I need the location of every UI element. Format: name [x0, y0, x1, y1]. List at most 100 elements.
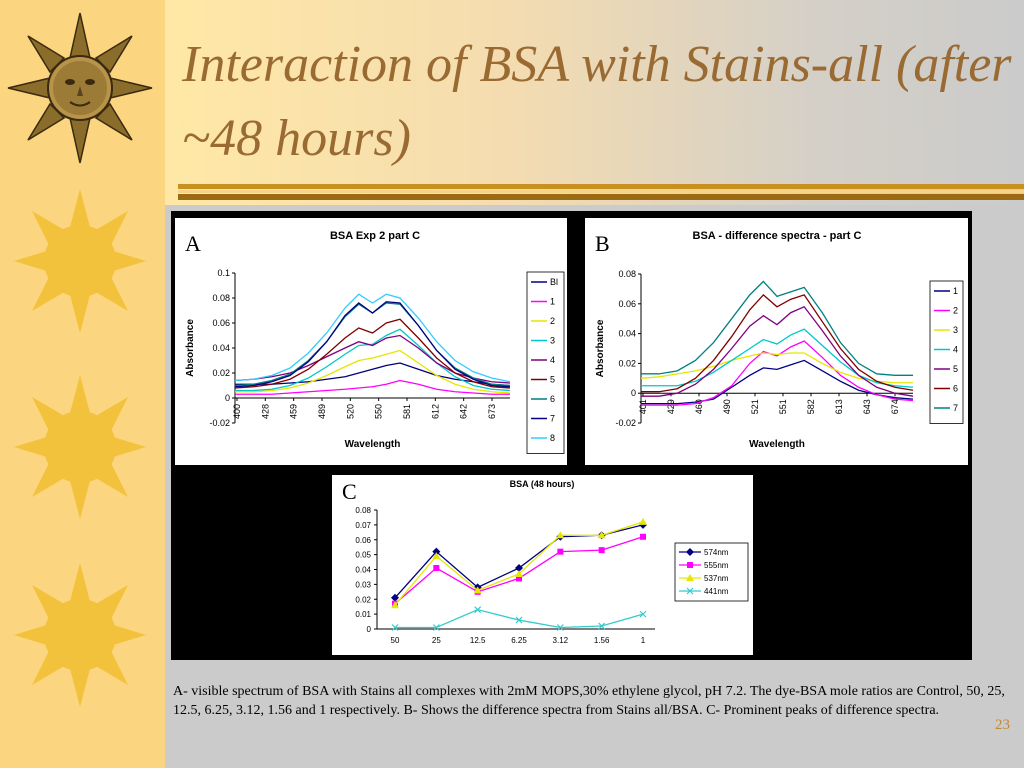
data-point: [598, 622, 606, 630]
y-tick-label: 0.1: [217, 268, 230, 278]
data-point: [597, 531, 606, 539]
y-tick-label: 0: [367, 625, 372, 634]
x-tick-label: 490: [722, 399, 732, 414]
legend-label: 441nm: [704, 587, 729, 596]
x-tick-label: 400: [232, 404, 242, 419]
legend-label: 4: [953, 345, 958, 355]
data-point: [433, 565, 440, 572]
x-tick-label: 673: [487, 404, 497, 419]
data-point: [686, 574, 694, 581]
series-line: [394, 521, 644, 606]
x-tick-label: 520: [345, 404, 355, 419]
data-point: [474, 606, 482, 614]
data-point: [515, 569, 523, 577]
data-point: [639, 517, 647, 525]
data-point: [686, 587, 694, 595]
series-line: [641, 359, 914, 405]
x-tick-label: 6.25: [511, 636, 527, 645]
y-tick-label: 0.06: [618, 299, 636, 309]
data-point: [391, 624, 399, 631]
series-line: [641, 328, 914, 388]
x-tick-label: 460: [694, 399, 704, 414]
x-tick-label: 581: [402, 404, 412, 419]
x-tick-label: 12.5: [470, 636, 486, 645]
legend-label: 3: [550, 336, 555, 346]
legend-label: 1: [550, 297, 555, 307]
chart-panel-b: B BSA - difference spectra - part C 0.08 0.…: [585, 218, 968, 465]
y-tick-label: 0.08: [618, 269, 636, 279]
legend-box: [526, 271, 565, 454]
data-point: [686, 548, 694, 556]
x-tick-label: 674: [890, 399, 900, 414]
y-tick-label: 0.07: [355, 521, 371, 530]
legend-label: 7: [953, 403, 958, 413]
y-tick-label: 0.06: [355, 536, 371, 545]
series-line: [234, 301, 511, 388]
chart-panel-a: A BSA Exp 2 part C 0.1 0.08 0.06 0.04 0.02 0 -0.…: [175, 218, 567, 465]
y-tick-label: 0: [631, 388, 636, 398]
data-point: [515, 616, 523, 624]
data-point: [639, 610, 647, 618]
sun-icon: [14, 375, 146, 519]
chart-panel-c: C BSA (48 hours) 0.08 0.07 0.06 0.05 0.04 0.03 0…: [332, 475, 753, 655]
series-line: [235, 379, 510, 395]
legend-label: 2: [550, 316, 555, 326]
chart-title: BSA (48 hours): [510, 479, 575, 489]
series-line: [641, 280, 913, 376]
data-point: [432, 552, 441, 560]
x-tick-label: 613: [834, 399, 844, 414]
y-axis-label: Absorbance: [595, 319, 606, 377]
legend-label: 4: [550, 355, 555, 365]
x-tick-label: 489: [317, 404, 327, 419]
x-tick-label: 428: [260, 404, 270, 419]
y-axis-label: Absorbance: [185, 319, 196, 377]
series-line: [234, 334, 511, 384]
y-tick-label: -0.02: [209, 418, 230, 428]
page-number: 23: [995, 717, 1010, 733]
panel-letter: C: [342, 479, 357, 504]
series-line: [641, 305, 914, 397]
x-tick-label: 1.56: [594, 636, 610, 645]
series-line: [234, 318, 511, 389]
chart-c: C BSA (48 hours) 0.08 0.07 0.06 0.05 0.04 0.03 0…: [342, 479, 749, 645]
sun-icon: [14, 189, 146, 333]
x-tick-label: 429: [666, 399, 676, 414]
data-point: [598, 547, 605, 554]
chart-b: B BSA - difference spectra - part C 0.08 0.…: [595, 230, 964, 450]
data-point: [556, 531, 565, 539]
data-point: [432, 624, 440, 631]
y-tick-label: 0.03: [355, 580, 371, 589]
x-tick-label: 401: [638, 399, 648, 414]
y-tick-label: 0: [225, 393, 230, 403]
panel-letter: B: [595, 231, 610, 256]
legend-box: [929, 280, 964, 424]
series-line: [395, 608, 644, 629]
legend-label: 8: [550, 433, 555, 443]
legend-label: 537nm: [704, 574, 729, 583]
legend-label: 6: [550, 394, 555, 404]
data-point: [391, 601, 399, 609]
y-tick-label: 0.08: [355, 506, 371, 515]
data-point: [391, 593, 399, 602]
legend-label: 574nm: [704, 548, 729, 557]
series-line: [641, 293, 914, 393]
y-tick-label: 0.08: [212, 293, 230, 303]
chart-title: BSA Exp 2 part C: [330, 230, 420, 242]
legend-label: 555nm: [704, 561, 729, 570]
x-tick-label: 25: [432, 636, 441, 645]
y-tick-label: 0.04: [355, 566, 371, 575]
data-point: [557, 548, 564, 555]
legend-label: 3: [953, 325, 958, 335]
data-point: [516, 575, 522, 582]
sun-face-icon: [7, 12, 153, 164]
x-tick-label: 3.12: [553, 636, 569, 645]
chart-a: A BSA Exp 2 part C 0.1 0.08 0.06 0.04 0.02 0 -0.…: [185, 230, 565, 454]
legend-label: Bl: [550, 277, 558, 287]
panel-letter: A: [185, 231, 201, 256]
sun-icon: [14, 563, 146, 707]
y-tick-label: 0.02: [355, 595, 371, 604]
legend-label: 7: [550, 414, 555, 424]
legend-label: 5: [550, 375, 555, 385]
data-point: [687, 562, 693, 568]
x-tick-label: 550: [374, 404, 384, 419]
